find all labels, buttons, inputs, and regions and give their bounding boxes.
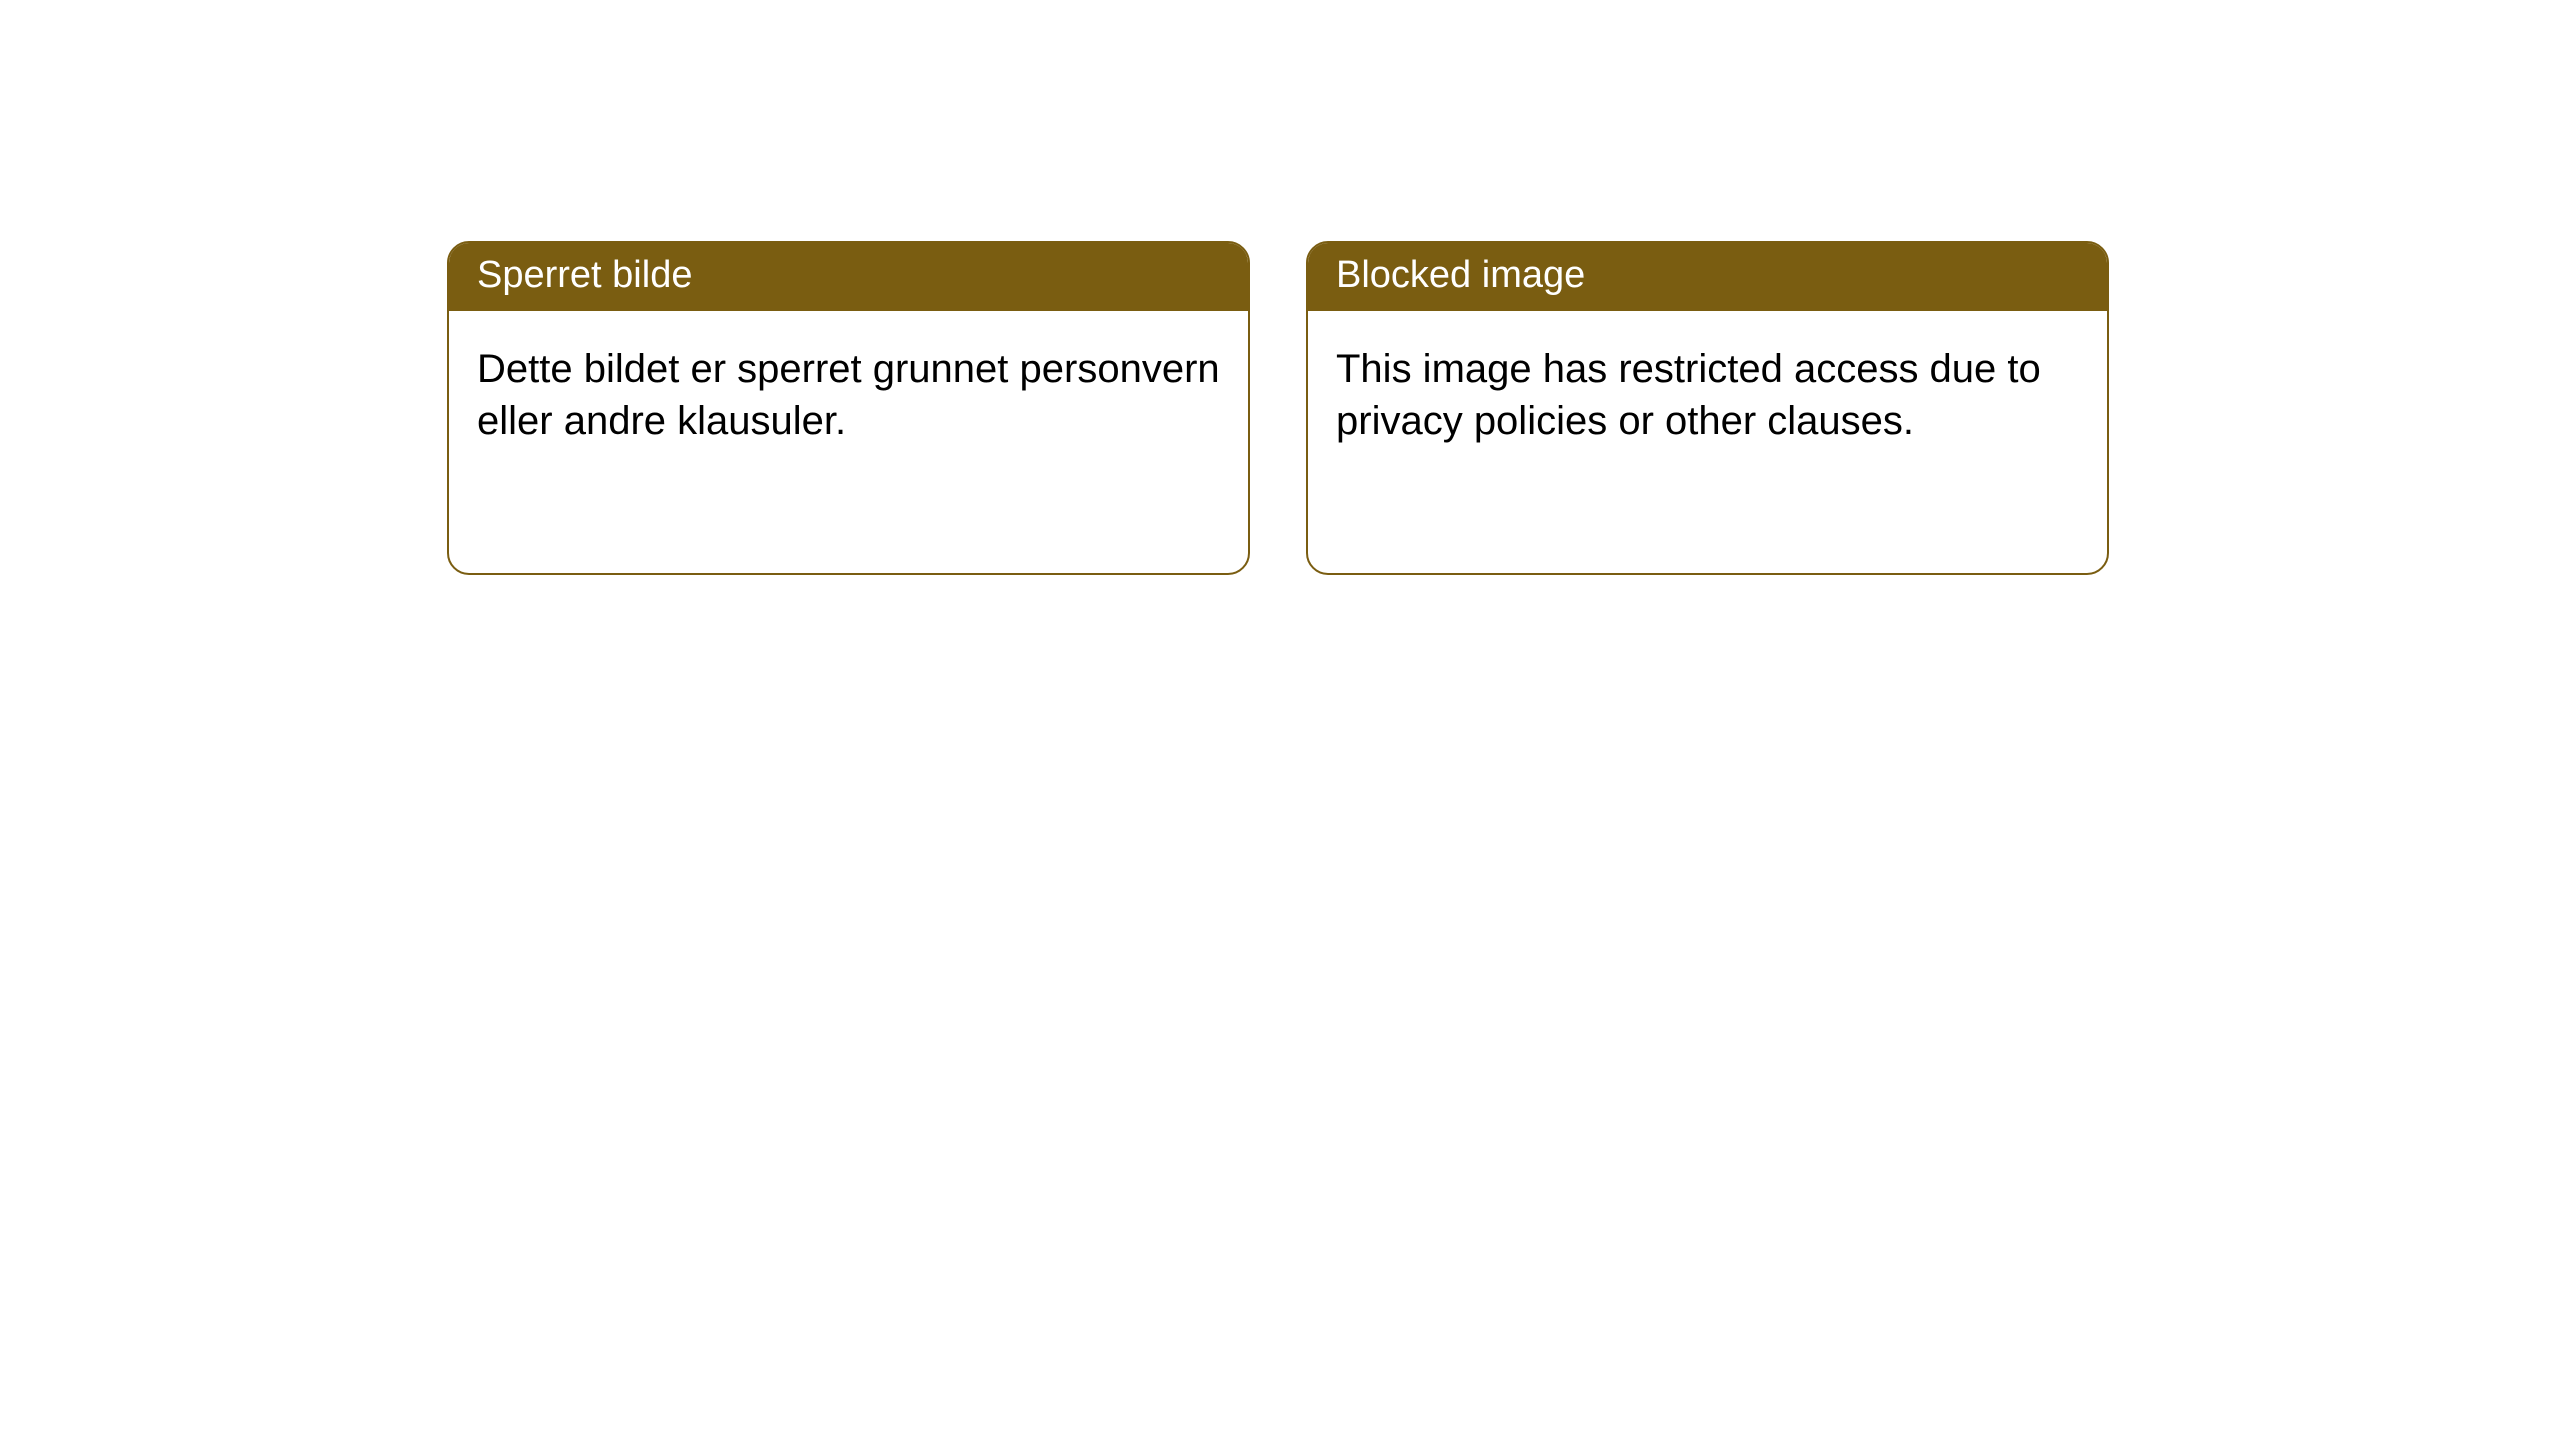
notice-card-norwegian: Sperret bilde Dette bildet er sperret gr… [447,241,1250,575]
notice-title: Blocked image [1308,243,2107,311]
notice-body: Dette bildet er sperret grunnet personve… [449,311,1248,479]
notice-title: Sperret bilde [449,243,1248,311]
notice-body: This image has restricted access due to … [1308,311,2107,479]
notice-card-english: Blocked image This image has restricted … [1306,241,2109,575]
notice-container: Sperret bilde Dette bildet er sperret gr… [0,0,2560,575]
